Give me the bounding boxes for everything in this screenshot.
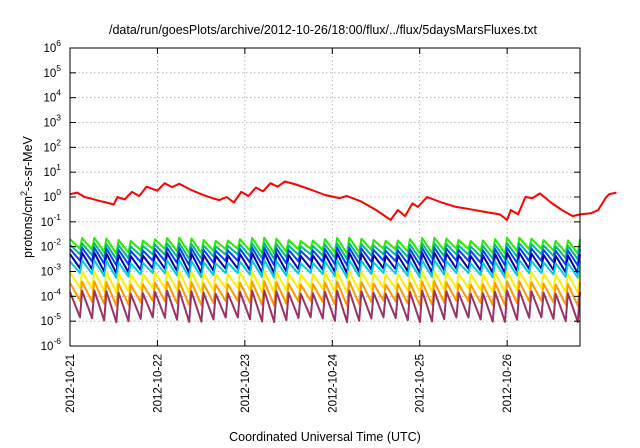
y-tick-label: 10-1: [41, 212, 62, 229]
y-axis-label-rest: -s-sr-MeV: [21, 135, 35, 191]
series-line: [69, 242, 581, 261]
data-series: [69, 180, 617, 324]
series-line: [69, 280, 581, 307]
y-tick-label: 106: [43, 38, 61, 55]
series-line: [69, 251, 581, 275]
y-tick-label: 10-5: [41, 311, 62, 328]
y-tick-label: 105: [43, 63, 61, 80]
y-tick-label: 10-6: [41, 336, 62, 353]
x-tick-label: 2012-10-21: [65, 354, 77, 413]
series-line: [69, 259, 581, 279]
y-tick-label: 102: [43, 137, 61, 154]
y-tick-label: 101: [43, 162, 61, 179]
x-axis-ticks: 2012-10-21 2012-10-22 2012-10-23 2012-10-24…: [65, 48, 514, 413]
x-tick-label: 2012-10-26: [502, 354, 514, 413]
series-line: [69, 236, 581, 255]
y-tick-label: 100: [43, 187, 61, 204]
y-axis-ticks: 10-6 10-5 10-4 10-3 10-2 10-1 100 101 102 103 104 1…: [41, 38, 580, 353]
series-line: [69, 246, 581, 267]
x-tick-label: 2012-10-23: [240, 354, 252, 413]
x-tick-label: 2012-10-25: [415, 354, 427, 413]
x-tick-label: 2012-10-24: [327, 353, 339, 412]
series-line: [69, 270, 581, 294]
chart-title: /data/run/goesPlots/archive/2012-10-26/1…: [109, 23, 538, 37]
series-line: [69, 289, 581, 324]
y-tick-label: 104: [43, 88, 61, 105]
y-tick-label: 10-4: [41, 286, 62, 303]
y-tick-label: 10-2: [41, 237, 62, 254]
series-line: [69, 180, 617, 221]
y-axis-label-sup: 2: [19, 191, 29, 196]
x-axis-label: Coordinated Universal Time (UTC): [229, 430, 421, 444]
y-tick-label: 103: [43, 113, 61, 130]
x-tick-label: 2012-10-22: [152, 354, 164, 413]
y-axis-label: protons/cm2-s-sr-MeV: [19, 135, 35, 257]
y-axis-label-main: protons/cm: [21, 196, 35, 258]
y-tick-label: 10-3: [41, 262, 62, 279]
